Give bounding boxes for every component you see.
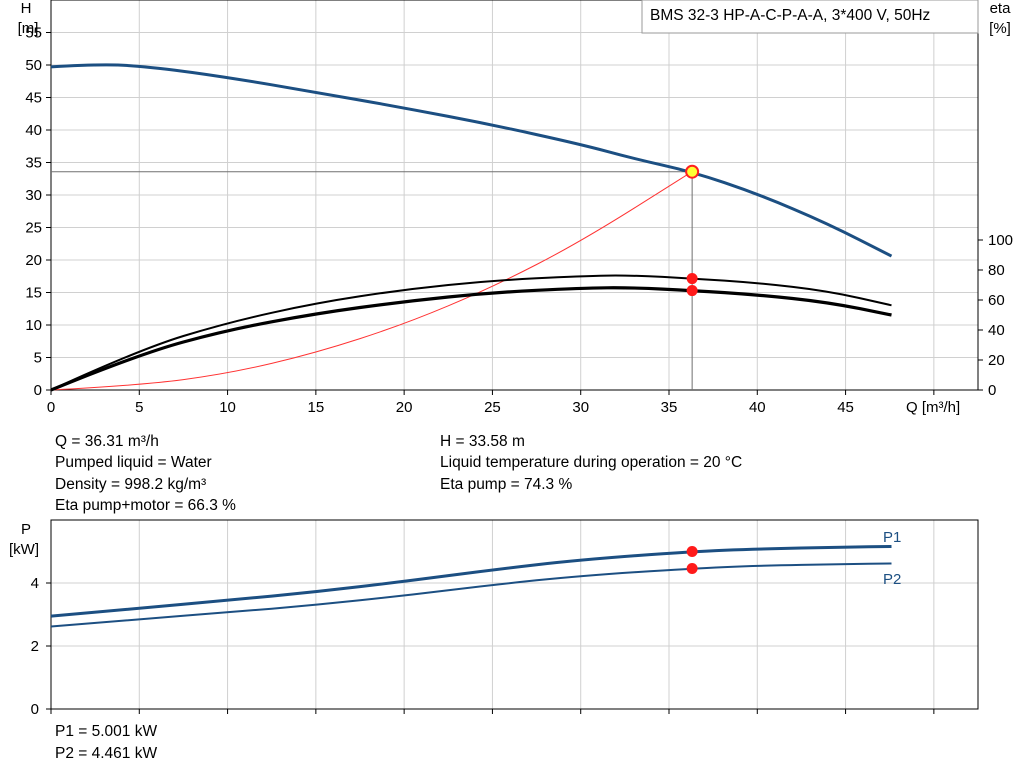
readout-eta-pump: Eta pump = 74.3 % xyxy=(440,476,572,493)
chart-title: BMS 32-3 HP-A-C-P-A-A, 3*400 V, 50Hz xyxy=(650,7,930,24)
readout-p2: P2 = 4.461 kW xyxy=(55,745,157,762)
readout-h: H = 33.58 m xyxy=(440,433,525,450)
p2-curve-label: P2 xyxy=(883,571,901,588)
readout-temperature: Liquid temperature during operation = 20… xyxy=(440,454,742,471)
power-y-tick-label: 0 xyxy=(31,701,39,718)
x-axis-label: Q [m³/h] xyxy=(906,399,960,416)
x-tick-label: 0 xyxy=(47,399,55,416)
y-tick-label: 0 xyxy=(34,382,42,399)
eta-total-duty-marker xyxy=(686,285,698,297)
p2-curve xyxy=(50,562,892,628)
power-chart-curves xyxy=(50,545,892,628)
eta-pump-duty-marker xyxy=(686,273,698,285)
power-axis-unit: [kW] xyxy=(9,541,39,558)
power-axis-label: P xyxy=(21,521,31,538)
x-tick-label: 45 xyxy=(837,399,854,416)
p1-duty-marker xyxy=(686,545,698,557)
y-tick-label: 45 xyxy=(25,90,42,107)
y-tick-label: 40 xyxy=(25,122,42,139)
readout-density: Density = 998.2 kg/m³ xyxy=(55,476,206,493)
eta-total-curve xyxy=(50,286,892,392)
p1-curve xyxy=(50,545,892,618)
power-chart-frame xyxy=(50,519,979,710)
head-duty-point-marker xyxy=(685,164,700,179)
head-chart-ticks: 0 5 10 15 20 25 30 35 40 45 0 5 10 15 20 25 30 35 40 45 50 55… xyxy=(25,25,1013,417)
y-tick-label: 10 xyxy=(25,317,42,334)
x-tick-label: 10 xyxy=(219,399,236,416)
y-tick-label: 35 xyxy=(25,155,42,172)
head-chart-grid xyxy=(50,0,978,391)
x-tick-label: 35 xyxy=(661,399,678,416)
y-tick-label: 20 xyxy=(25,252,42,269)
readout-liquid: Pumped liquid = Water xyxy=(55,454,212,471)
x-tick-label: 30 xyxy=(572,399,589,416)
y-tick-label: 25 xyxy=(25,220,42,237)
head-chart-curves xyxy=(50,63,893,392)
y2-tick-label: 80 xyxy=(988,262,1005,279)
y2-tick-label: 100 xyxy=(988,232,1013,249)
y-axis-label: H xyxy=(21,0,32,17)
y-axis-unit: [m] xyxy=(18,20,39,37)
power-y-tick-label: 4 xyxy=(31,575,39,592)
y-tick-label: 15 xyxy=(25,285,42,302)
x-tick-label: 5 xyxy=(135,399,143,416)
y2-axis-label: eta xyxy=(990,0,1012,17)
readout-p1: P1 = 5.001 kW xyxy=(55,723,157,740)
power-y-tick-label: 2 xyxy=(31,638,39,655)
y-tick-label: 50 xyxy=(25,57,42,74)
readout-eta-total: Eta pump+motor = 66.3 % xyxy=(55,497,236,514)
y-tick-label: 5 xyxy=(34,350,42,367)
p2-duty-marker xyxy=(686,562,698,574)
y2-tick-label: 60 xyxy=(988,292,1005,309)
y2-tick-label: 40 xyxy=(988,322,1005,339)
power-chart-ticks: 0 2 4 xyxy=(31,575,935,718)
system-curve xyxy=(50,171,693,391)
readout-q: Q = 36.31 m³/h xyxy=(55,433,159,450)
x-tick-label: 40 xyxy=(749,399,766,416)
title-box xyxy=(641,0,979,34)
eta-pump-curve xyxy=(50,274,892,391)
x-tick-label: 15 xyxy=(308,399,325,416)
y-tick-label: 30 xyxy=(25,187,42,204)
p1-curve-label: P1 xyxy=(883,529,901,546)
head-curve xyxy=(50,63,893,258)
y-tick-label: 55 xyxy=(25,25,42,42)
y2-tick-label: 0 xyxy=(988,382,996,399)
y2-tick-label: 20 xyxy=(988,352,1005,369)
x-tick-label: 25 xyxy=(484,399,501,416)
y2-axis-unit: [%] xyxy=(989,20,1011,37)
x-tick-label: 20 xyxy=(396,399,413,416)
